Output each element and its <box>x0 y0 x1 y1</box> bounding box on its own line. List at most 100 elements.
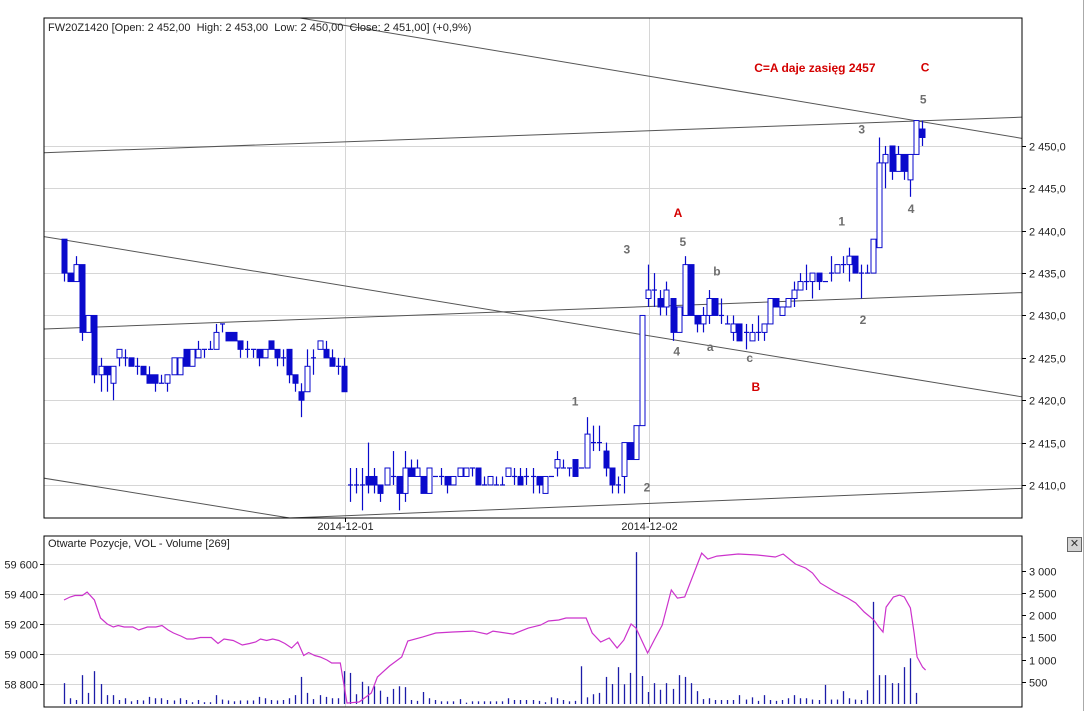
candle <box>767 298 774 325</box>
wave-label: 4 <box>908 202 915 216</box>
candle <box>116 348 123 367</box>
open-interest-line <box>63 552 927 704</box>
candle <box>852 255 859 274</box>
candle-body-bearish <box>444 475 451 486</box>
candle <box>591 425 596 452</box>
volume-tick-label: 1 000 <box>1029 656 1057 668</box>
oi-tick-label: 59 400 <box>4 590 38 602</box>
candle <box>304 349 311 393</box>
candle <box>736 323 743 342</box>
candle-body-bullish <box>195 348 202 359</box>
candle <box>336 357 341 375</box>
candle <box>123 349 128 367</box>
candle-body-bullish <box>895 153 902 172</box>
candle-body-bullish <box>73 264 80 283</box>
candle-body-bullish <box>189 348 196 367</box>
price-tick-label: 2 420,0 <box>1029 396 1066 408</box>
candle-body-bullish <box>304 365 311 393</box>
candle <box>744 323 749 350</box>
volume-panel-title: Otwarte Pozycje, VOL - Volume [269] <box>48 538 230 550</box>
candle-body-bullish <box>785 298 792 308</box>
candle <box>749 323 756 342</box>
candle-body-bullish <box>633 425 640 461</box>
candle-body-bearish <box>889 145 896 172</box>
candle-body-bearish <box>396 475 403 494</box>
candle <box>371 468 378 494</box>
candle <box>730 315 737 341</box>
candle-body-bullish <box>876 162 883 249</box>
candle <box>785 298 792 308</box>
candle <box>865 264 870 274</box>
candle <box>152 374 159 392</box>
candle <box>657 290 664 316</box>
candle <box>494 476 499 486</box>
candle-body-bearish <box>256 348 263 359</box>
candle-body-bearish <box>128 357 135 367</box>
candle <box>354 468 359 494</box>
candle-body-bullish <box>913 120 920 155</box>
close-panel-button[interactable]: ✕ <box>1067 537 1082 552</box>
candle <box>542 475 549 494</box>
volume-gridlines <box>44 536 1022 707</box>
volume-tick-label: 2 500 <box>1029 589 1057 601</box>
candle-body-bearish <box>420 475 427 494</box>
price-tick-label: 2 415,0 <box>1029 439 1066 451</box>
open-interest-series <box>63 552 927 704</box>
candle <box>876 137 883 249</box>
candle <box>882 145 889 189</box>
candle <box>146 366 153 384</box>
candle <box>341 357 348 393</box>
candle-body-bearish <box>268 340 275 350</box>
candle <box>177 357 184 376</box>
candle <box>208 340 213 350</box>
trendline <box>44 116 1022 154</box>
wave-label: c <box>746 351 753 365</box>
candle-body-bearish <box>736 323 743 342</box>
trendline <box>300 18 1022 139</box>
candle <box>561 459 566 469</box>
candle <box>517 468 524 486</box>
candle-body-bearish <box>670 298 677 333</box>
candle <box>652 273 657 307</box>
price-tick-label: 2 450,0 <box>1029 142 1066 154</box>
candle <box>712 298 719 316</box>
wave-label: 3 <box>858 122 865 136</box>
candle <box>889 145 896 180</box>
candle <box>688 264 695 316</box>
candle-body-bullish <box>700 314 707 325</box>
candle <box>408 459 415 477</box>
candle-body-bullish <box>676 306 683 333</box>
candle-body-bullish <box>384 467 391 486</box>
candle <box>396 475 403 511</box>
candle-body-bullish <box>171 357 178 376</box>
candle <box>482 476 487 486</box>
candle <box>645 264 652 307</box>
candle-body-bullish <box>317 340 324 350</box>
candle-body-bullish <box>542 475 549 494</box>
candle <box>281 349 286 367</box>
candle <box>414 459 421 477</box>
candle <box>505 467 512 477</box>
candle <box>816 272 823 291</box>
candle-body-bearish <box>901 153 908 172</box>
candle <box>773 298 780 308</box>
candle-body-bullish <box>110 365 117 384</box>
candle <box>426 467 433 494</box>
candle <box>584 417 591 469</box>
candle-body-bearish <box>517 475 524 486</box>
candle <box>286 348 293 384</box>
candle <box>463 467 470 477</box>
candle <box>841 256 846 274</box>
candle <box>725 315 730 325</box>
candle <box>391 451 396 485</box>
candle-body-bullish <box>767 298 774 325</box>
candle <box>365 442 372 494</box>
candle-body-bearish <box>237 340 244 350</box>
candle <box>213 323 220 350</box>
candle <box>444 475 451 494</box>
price-panel-title: FW20Z1420 [Open: 2 452,00 High: 2 453,00… <box>48 22 472 34</box>
candle-body-bullish <box>645 289 652 300</box>
window-right-border <box>1083 0 1084 711</box>
candle <box>457 467 464 477</box>
